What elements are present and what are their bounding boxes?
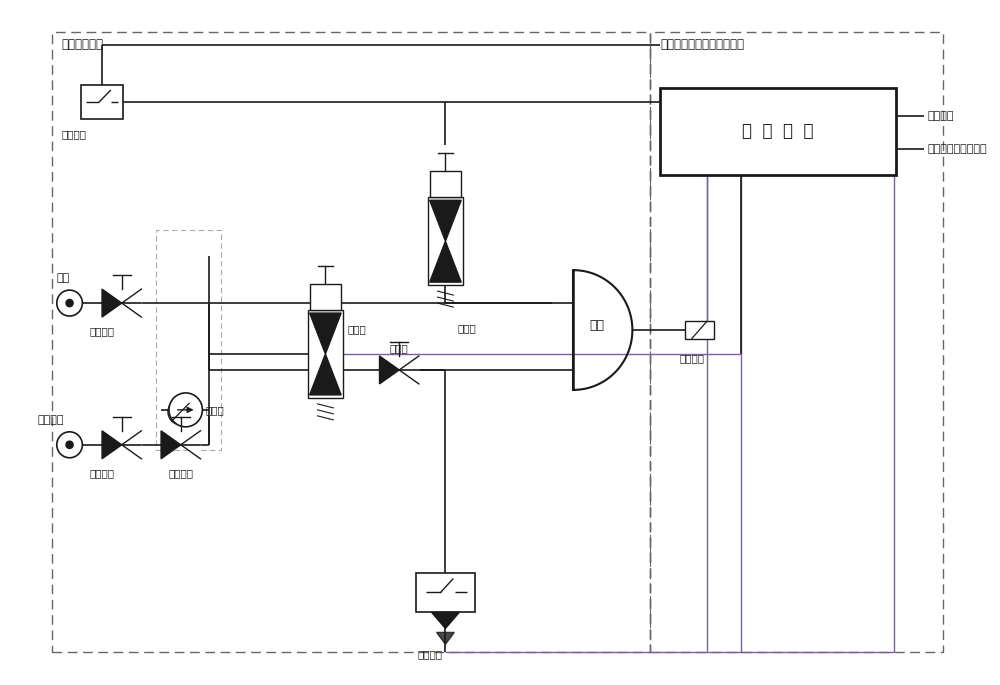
Text: 真空便器故障检测处理装置: 真空便器故障检测处理装置 [660, 38, 744, 51]
Polygon shape [102, 431, 122, 459]
Bar [430, 171, 461, 197]
Bar [660, 88, 896, 175]
Text: 电磁阀: 电磁阀 [347, 324, 366, 334]
Circle shape [168, 399, 194, 425]
Bar [416, 573, 475, 612]
Polygon shape [122, 289, 141, 317]
Text: 电动球阀: 电动球阀 [169, 468, 194, 477]
Text: 冲洗按鈕: 冲洗按鈕 [62, 129, 87, 140]
Bar [156, 230, 221, 450]
Text: 控  制  模  块: 控 制 模 块 [742, 123, 814, 140]
Text: 真空系统: 真空系统 [37, 415, 64, 425]
Polygon shape [430, 241, 461, 282]
Polygon shape [380, 356, 399, 384]
Text: 液位开关: 液位开关 [680, 353, 705, 363]
Polygon shape [310, 354, 341, 395]
Text: 真空便器装置: 真空便器装置 [62, 38, 104, 51]
Bar [685, 321, 714, 339]
Polygon shape [102, 289, 122, 317]
Text: 排渗阀: 排渗阀 [389, 343, 408, 353]
Polygon shape [161, 431, 181, 459]
Bar [428, 197, 463, 285]
Bar [52, 32, 650, 652]
Polygon shape [573, 270, 632, 390]
Circle shape [57, 432, 82, 458]
Polygon shape [181, 431, 200, 459]
Bar [81, 84, 123, 119]
Polygon shape [310, 313, 341, 354]
Bar [650, 32, 943, 652]
Text: 真空开关: 真空开关 [418, 649, 443, 660]
Text: 水源: 水源 [57, 273, 70, 283]
Circle shape [169, 393, 202, 427]
Text: 单向阀: 单向阀 [205, 405, 224, 415]
Bar [310, 284, 341, 310]
Text: 与真空系统之间通讯: 与真空系统之间通讯 [928, 145, 987, 154]
Polygon shape [399, 356, 419, 384]
Polygon shape [122, 431, 141, 459]
Circle shape [57, 290, 82, 316]
Polygon shape [437, 632, 454, 645]
Text: 电源输入: 电源输入 [928, 112, 954, 121]
Circle shape [66, 299, 73, 307]
Text: 手动球阀: 手动球阀 [89, 326, 114, 336]
Text: 手动球阀: 手动球阀 [89, 468, 114, 477]
Text: 便盆: 便盆 [589, 319, 604, 332]
Text: 冲水阀: 冲水阀 [457, 323, 476, 333]
Bar [308, 310, 343, 398]
Circle shape [66, 441, 73, 448]
Polygon shape [430, 200, 461, 241]
Polygon shape [432, 612, 459, 628]
